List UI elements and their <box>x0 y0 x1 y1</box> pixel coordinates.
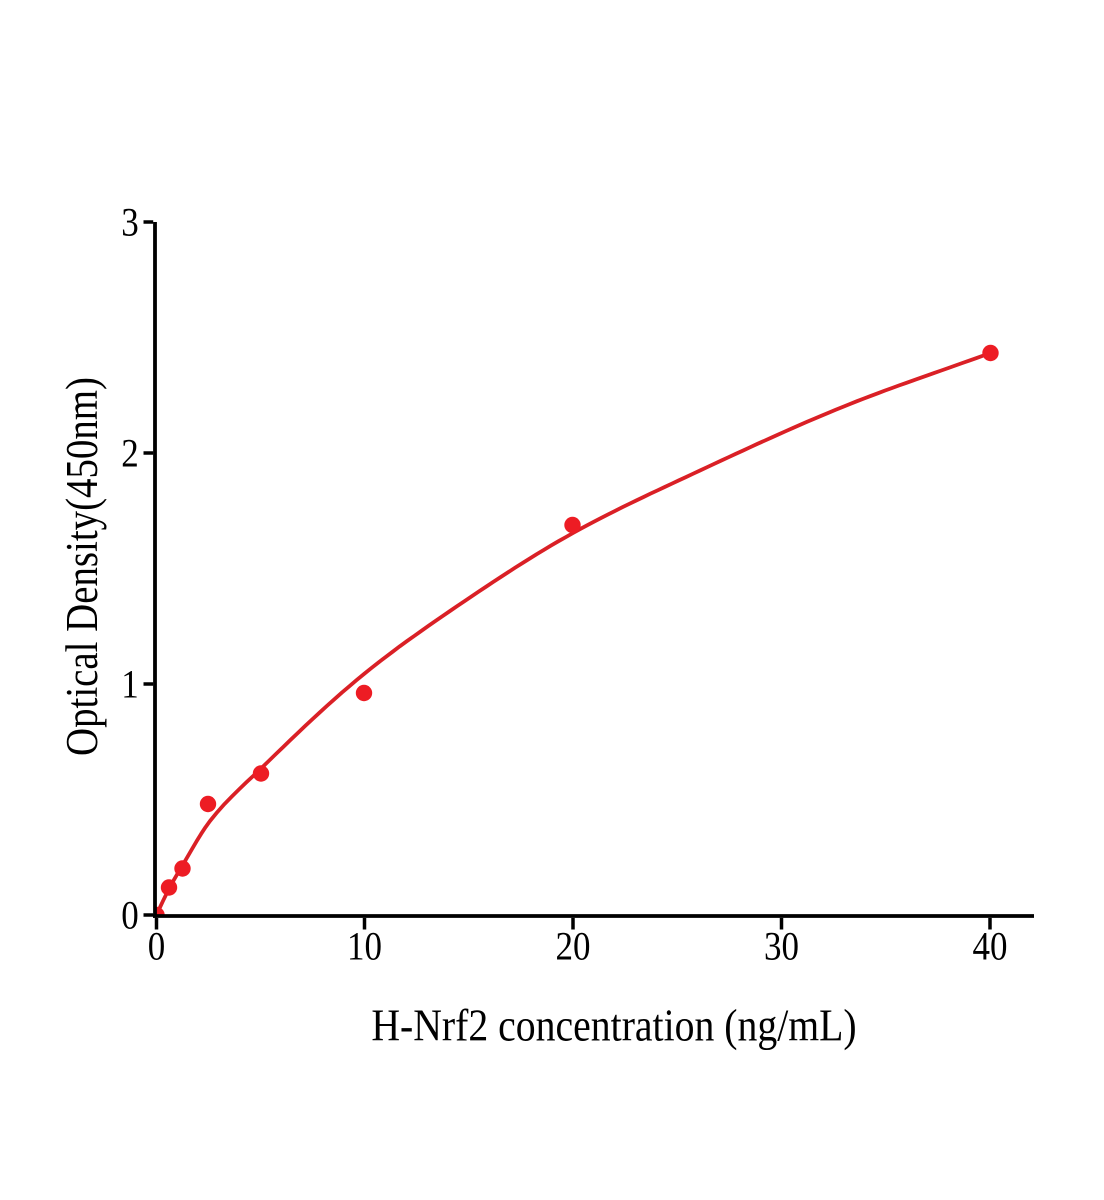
svg-text:20: 20 <box>556 925 591 969</box>
svg-text:Optical Density(450nm): Optical Density(450nm) <box>58 377 107 756</box>
svg-text:H-Nrf2 concentration (ng/mL): H-Nrf2 concentration (ng/mL) <box>371 1001 856 1051</box>
svg-text:0: 0 <box>148 925 166 969</box>
svg-text:30: 30 <box>764 925 799 969</box>
svg-text:10: 10 <box>347 925 382 969</box>
svg-text:3: 3 <box>121 202 139 246</box>
svg-text:0: 0 <box>121 895 139 939</box>
svg-text:40: 40 <box>973 925 1008 969</box>
svg-text:2: 2 <box>121 433 139 477</box>
svg-text:1: 1 <box>121 664 139 708</box>
